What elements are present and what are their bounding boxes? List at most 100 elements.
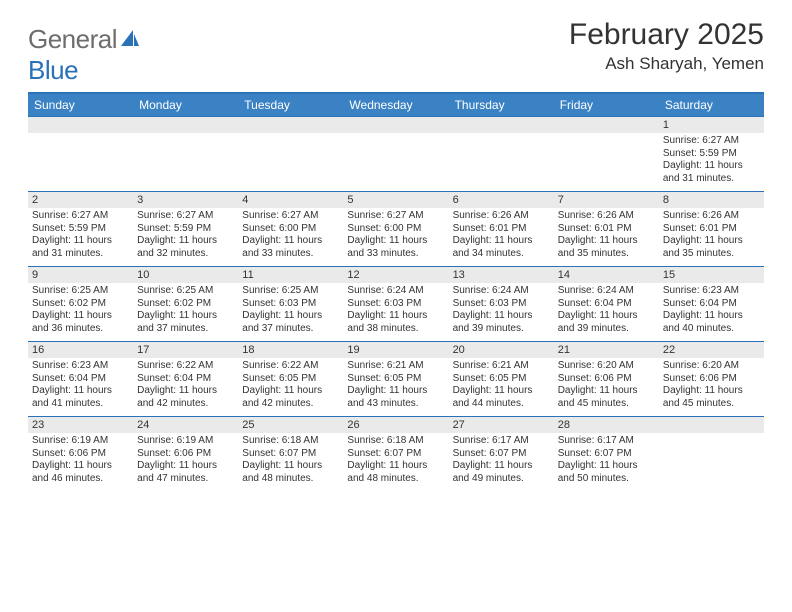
- sunrise-text: Sunrise: 6:20 AM: [558, 360, 655, 373]
- sunset-text: Sunset: 6:07 PM: [347, 448, 444, 461]
- day-number: 23: [28, 417, 133, 433]
- sunrise-text: Sunrise: 6:26 AM: [453, 210, 550, 223]
- sunset-text: Sunset: 5:59 PM: [663, 148, 760, 161]
- day-number: 21: [554, 342, 659, 358]
- sunrise-text: Sunrise: 6:26 AM: [663, 210, 760, 223]
- week-row: 1Sunrise: 6:27 AMSunset: 5:59 PMDaylight…: [28, 116, 764, 191]
- cell-body: Sunrise: 6:17 AMSunset: 6:07 PMDaylight:…: [449, 433, 554, 491]
- sunset-text: Sunset: 6:02 PM: [137, 298, 234, 311]
- calendar-cell: [554, 117, 659, 191]
- sunset-text: Sunset: 6:03 PM: [242, 298, 339, 311]
- sunrise-text: Sunrise: 6:17 AM: [453, 435, 550, 448]
- day-number: 15: [659, 267, 764, 283]
- day-number: 19: [343, 342, 448, 358]
- location-label: Ash Sharyah, Yemen: [569, 54, 764, 74]
- daylight-text: Daylight: 11 hours and 36 minutes.: [32, 310, 129, 335]
- sunrise-text: Sunrise: 6:24 AM: [558, 285, 655, 298]
- calendar-cell: [659, 417, 764, 491]
- calendar-cell: 15Sunrise: 6:23 AMSunset: 6:04 PMDayligh…: [659, 267, 764, 341]
- cell-body: Sunrise: 6:27 AMSunset: 6:00 PMDaylight:…: [343, 208, 448, 266]
- calendar-cell: 18Sunrise: 6:22 AMSunset: 6:05 PMDayligh…: [238, 342, 343, 416]
- sunset-text: Sunset: 6:01 PM: [453, 223, 550, 236]
- cell-body: Sunrise: 6:23 AMSunset: 6:04 PMDaylight:…: [659, 283, 764, 341]
- cell-body: Sunrise: 6:26 AMSunset: 6:01 PMDaylight:…: [554, 208, 659, 266]
- daylight-text: Daylight: 11 hours and 47 minutes.: [137, 460, 234, 485]
- calendar-cell: 14Sunrise: 6:24 AMSunset: 6:04 PMDayligh…: [554, 267, 659, 341]
- logo-sail-icon: [119, 28, 141, 53]
- calendar-cell: 8Sunrise: 6:26 AMSunset: 6:01 PMDaylight…: [659, 192, 764, 266]
- day-number: 7: [554, 192, 659, 208]
- sunrise-text: Sunrise: 6:20 AM: [663, 360, 760, 373]
- daylight-text: Daylight: 11 hours and 48 minutes.: [347, 460, 444, 485]
- calendar-cell: 4Sunrise: 6:27 AMSunset: 6:00 PMDaylight…: [238, 192, 343, 266]
- cell-body: [449, 133, 554, 191]
- calendar-cell: 16Sunrise: 6:23 AMSunset: 6:04 PMDayligh…: [28, 342, 133, 416]
- day-number: 22: [659, 342, 764, 358]
- week-row: 16Sunrise: 6:23 AMSunset: 6:04 PMDayligh…: [28, 341, 764, 416]
- cell-body: [133, 133, 238, 191]
- cell-body: Sunrise: 6:19 AMSunset: 6:06 PMDaylight:…: [28, 433, 133, 491]
- sunset-text: Sunset: 6:07 PM: [558, 448, 655, 461]
- daylight-text: Daylight: 11 hours and 41 minutes.: [32, 385, 129, 410]
- calendar-cell: 26Sunrise: 6:18 AMSunset: 6:07 PMDayligh…: [343, 417, 448, 491]
- calendar-cell: 13Sunrise: 6:24 AMSunset: 6:03 PMDayligh…: [449, 267, 554, 341]
- sunset-text: Sunset: 6:03 PM: [453, 298, 550, 311]
- sunrise-text: Sunrise: 6:27 AM: [32, 210, 129, 223]
- sunset-text: Sunset: 6:02 PM: [32, 298, 129, 311]
- calendar-cell: 25Sunrise: 6:18 AMSunset: 6:07 PMDayligh…: [238, 417, 343, 491]
- sunset-text: Sunset: 6:06 PM: [32, 448, 129, 461]
- cell-body: Sunrise: 6:18 AMSunset: 6:07 PMDaylight:…: [343, 433, 448, 491]
- cell-body: Sunrise: 6:26 AMSunset: 6:01 PMDaylight:…: [659, 208, 764, 266]
- day-number: [133, 117, 238, 133]
- sunset-text: Sunset: 6:05 PM: [453, 373, 550, 386]
- sunrise-text: Sunrise: 6:27 AM: [242, 210, 339, 223]
- calendar-grid: Sunday Monday Tuesday Wednesday Thursday…: [28, 92, 764, 491]
- day-number: [659, 417, 764, 433]
- header-row: General Blue February 2025 Ash Sharyah, …: [28, 18, 764, 86]
- calendar-cell: 24Sunrise: 6:19 AMSunset: 6:06 PMDayligh…: [133, 417, 238, 491]
- sunset-text: Sunset: 6:04 PM: [558, 298, 655, 311]
- sunset-text: Sunset: 6:07 PM: [242, 448, 339, 461]
- daylight-text: Daylight: 11 hours and 39 minutes.: [558, 310, 655, 335]
- cell-body: Sunrise: 6:25 AMSunset: 6:02 PMDaylight:…: [28, 283, 133, 341]
- cell-body: Sunrise: 6:21 AMSunset: 6:05 PMDaylight:…: [449, 358, 554, 416]
- sunrise-text: Sunrise: 6:23 AM: [663, 285, 760, 298]
- sunset-text: Sunset: 6:05 PM: [242, 373, 339, 386]
- daylight-text: Daylight: 11 hours and 35 minutes.: [663, 235, 760, 260]
- cell-body: Sunrise: 6:24 AMSunset: 6:03 PMDaylight:…: [343, 283, 448, 341]
- day-number: 9: [28, 267, 133, 283]
- calendar-cell: 20Sunrise: 6:21 AMSunset: 6:05 PMDayligh…: [449, 342, 554, 416]
- cell-body: [28, 133, 133, 191]
- cell-body: Sunrise: 6:20 AMSunset: 6:06 PMDaylight:…: [659, 358, 764, 416]
- sunset-text: Sunset: 6:04 PM: [663, 298, 760, 311]
- daylight-text: Daylight: 11 hours and 44 minutes.: [453, 385, 550, 410]
- calendar-cell: 7Sunrise: 6:26 AMSunset: 6:01 PMDaylight…: [554, 192, 659, 266]
- sunset-text: Sunset: 5:59 PM: [32, 223, 129, 236]
- day-number: 4: [238, 192, 343, 208]
- cell-body: Sunrise: 6:22 AMSunset: 6:05 PMDaylight:…: [238, 358, 343, 416]
- day-number: 3: [133, 192, 238, 208]
- sunrise-text: Sunrise: 6:21 AM: [453, 360, 550, 373]
- sunset-text: Sunset: 6:00 PM: [242, 223, 339, 236]
- day-number: 13: [449, 267, 554, 283]
- title-block: February 2025 Ash Sharyah, Yemen: [569, 18, 764, 74]
- sunset-text: Sunset: 6:04 PM: [32, 373, 129, 386]
- day-number: 1: [659, 117, 764, 133]
- calendar-cell: 11Sunrise: 6:25 AMSunset: 6:03 PMDayligh…: [238, 267, 343, 341]
- daylight-text: Daylight: 11 hours and 32 minutes.: [137, 235, 234, 260]
- day-number: 6: [449, 192, 554, 208]
- day-number: 5: [343, 192, 448, 208]
- calendar-cell: 23Sunrise: 6:19 AMSunset: 6:06 PMDayligh…: [28, 417, 133, 491]
- daylight-text: Daylight: 11 hours and 42 minutes.: [137, 385, 234, 410]
- sunrise-text: Sunrise: 6:26 AM: [558, 210, 655, 223]
- day-number: 8: [659, 192, 764, 208]
- calendar-cell: [343, 117, 448, 191]
- day-number: [449, 117, 554, 133]
- daylight-text: Daylight: 11 hours and 37 minutes.: [137, 310, 234, 335]
- daylight-text: Daylight: 11 hours and 34 minutes.: [453, 235, 550, 260]
- sunrise-text: Sunrise: 6:21 AM: [347, 360, 444, 373]
- sunrise-text: Sunrise: 6:25 AM: [137, 285, 234, 298]
- daylight-text: Daylight: 11 hours and 39 minutes.: [453, 310, 550, 335]
- sunrise-text: Sunrise: 6:25 AM: [32, 285, 129, 298]
- cell-body: [659, 433, 764, 491]
